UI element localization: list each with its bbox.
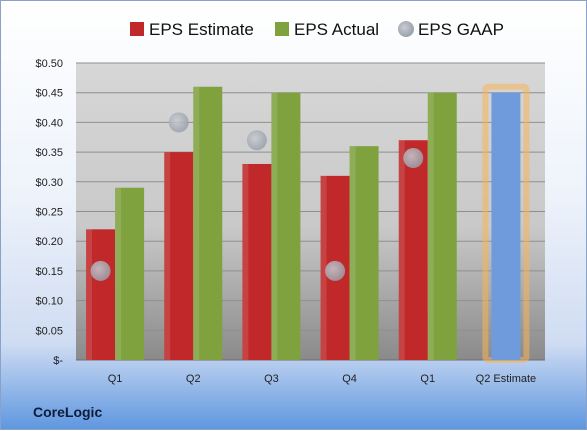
- eps-actual-bar: [193, 86, 223, 360]
- x-tick-label: Q3: [264, 373, 279, 385]
- eps-estimate-bar: [164, 152, 194, 360]
- legend-label: EPS Actual: [294, 20, 379, 39]
- legend: EPS Estimate EPS Actual EPS GAAP: [130, 20, 504, 39]
- x-tick-label: Q1: [420, 373, 435, 385]
- y-tick-label: $0.20: [35, 236, 63, 248]
- company-name: CoreLogic: [33, 404, 103, 420]
- y-tick-label: $0.30: [35, 177, 63, 189]
- eps-gaap-point: [403, 148, 424, 169]
- eps-estimate-bar: [86, 229, 116, 360]
- eps-actual-bar: [427, 92, 457, 360]
- x-tick-label: Q2 Estimate: [476, 373, 537, 385]
- legend-swatch: [275, 22, 289, 36]
- eps-gaap-point: [168, 112, 189, 133]
- bar-highlight: [320, 175, 327, 360]
- bar-highlight: [193, 86, 200, 360]
- eps-gaap-point: [90, 260, 111, 281]
- y-tick-label: $-: [53, 355, 63, 367]
- gaap-points: [90, 112, 424, 281]
- legend-label: EPS Estimate: [149, 20, 254, 39]
- eps-gaap-point: [246, 130, 267, 151]
- eps-estimate-bar: [242, 163, 272, 360]
- bar-highlight: [427, 92, 434, 360]
- bar-highlight: [164, 152, 171, 360]
- y-tick-label: $0.05: [35, 325, 63, 337]
- bar-highlight: [242, 163, 249, 360]
- eps-actual-bar: [271, 92, 301, 360]
- x-tick-label: Q2: [186, 373, 201, 385]
- bar-highlight: [86, 229, 93, 360]
- y-tick-label: $0.10: [35, 296, 63, 308]
- legend-swatch: [398, 21, 414, 37]
- y-tick-label: $0.25: [35, 207, 63, 219]
- eps-forecast-bar: [491, 92, 521, 360]
- y-tick-label: $0.50: [35, 58, 63, 70]
- x-axis-ticks: Q1 Q2 Q3 Q4 Q1 Q2 Estimate: [108, 373, 536, 385]
- y-tick-label: $0.15: [35, 266, 63, 278]
- legend-swatch: [130, 22, 144, 36]
- eps-actual-bar: [349, 146, 379, 360]
- x-tick-label: Q1: [108, 373, 123, 385]
- y-tick-label: $0.40: [35, 117, 63, 129]
- bar-highlight: [271, 92, 278, 360]
- bar-highlight: [398, 140, 405, 360]
- bars: [86, 83, 530, 363]
- x-tick-label: Q4: [342, 373, 357, 385]
- eps-estimate-bar: [398, 140, 428, 360]
- y-tick-label: $0.45: [35, 88, 63, 100]
- legend-label: EPS GAAP: [418, 20, 504, 39]
- y-axis-ticks: $- $0.05 $0.10 $0.15 $0.20 $0.25 $0.30 $0.35 $0.…: [35, 58, 63, 367]
- eps-gaap-point: [325, 260, 346, 281]
- bar-highlight: [349, 146, 356, 360]
- gridlines: [76, 62, 545, 361]
- y-tick-label: $0.35: [35, 147, 63, 159]
- eps-actual-bar: [115, 187, 145, 360]
- bar-highlight: [115, 187, 122, 360]
